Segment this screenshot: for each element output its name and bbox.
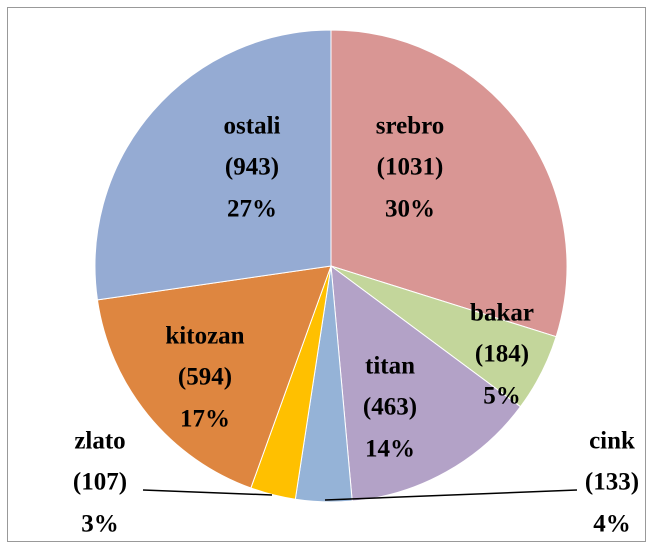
pie-slice bbox=[94, 29, 332, 301]
slice-label: kitozan bbox=[165, 323, 244, 350]
leader-line bbox=[142, 489, 273, 496]
value-label: (1031) bbox=[377, 154, 444, 181]
value-label: (107) bbox=[73, 469, 127, 496]
value-label: (943) bbox=[225, 154, 279, 181]
value-label: (594) bbox=[178, 364, 232, 391]
percent-label: 30% bbox=[385, 196, 435, 223]
leader-line bbox=[324, 489, 578, 501]
percent-label: 14% bbox=[365, 436, 415, 463]
slice-label: zlato bbox=[74, 428, 125, 455]
percent-label: 4% bbox=[593, 511, 631, 538]
percent-label: 3% bbox=[81, 511, 119, 538]
percent-label: 5% bbox=[483, 383, 521, 410]
slice-label: ostali bbox=[224, 113, 281, 140]
value-label: (133) bbox=[585, 469, 639, 496]
slice-label: cink bbox=[589, 428, 635, 455]
percent-label: 17% bbox=[180, 406, 230, 433]
pie-slice bbox=[96, 265, 332, 489]
value-label: (463) bbox=[363, 394, 417, 421]
value-label: (184) bbox=[475, 341, 529, 368]
slice-label: bakar bbox=[470, 300, 534, 327]
slice-label: srebro bbox=[376, 113, 445, 140]
percent-label: 27% bbox=[227, 196, 277, 223]
slice-label: titan bbox=[365, 353, 415, 380]
pie-slice bbox=[330, 29, 568, 338]
